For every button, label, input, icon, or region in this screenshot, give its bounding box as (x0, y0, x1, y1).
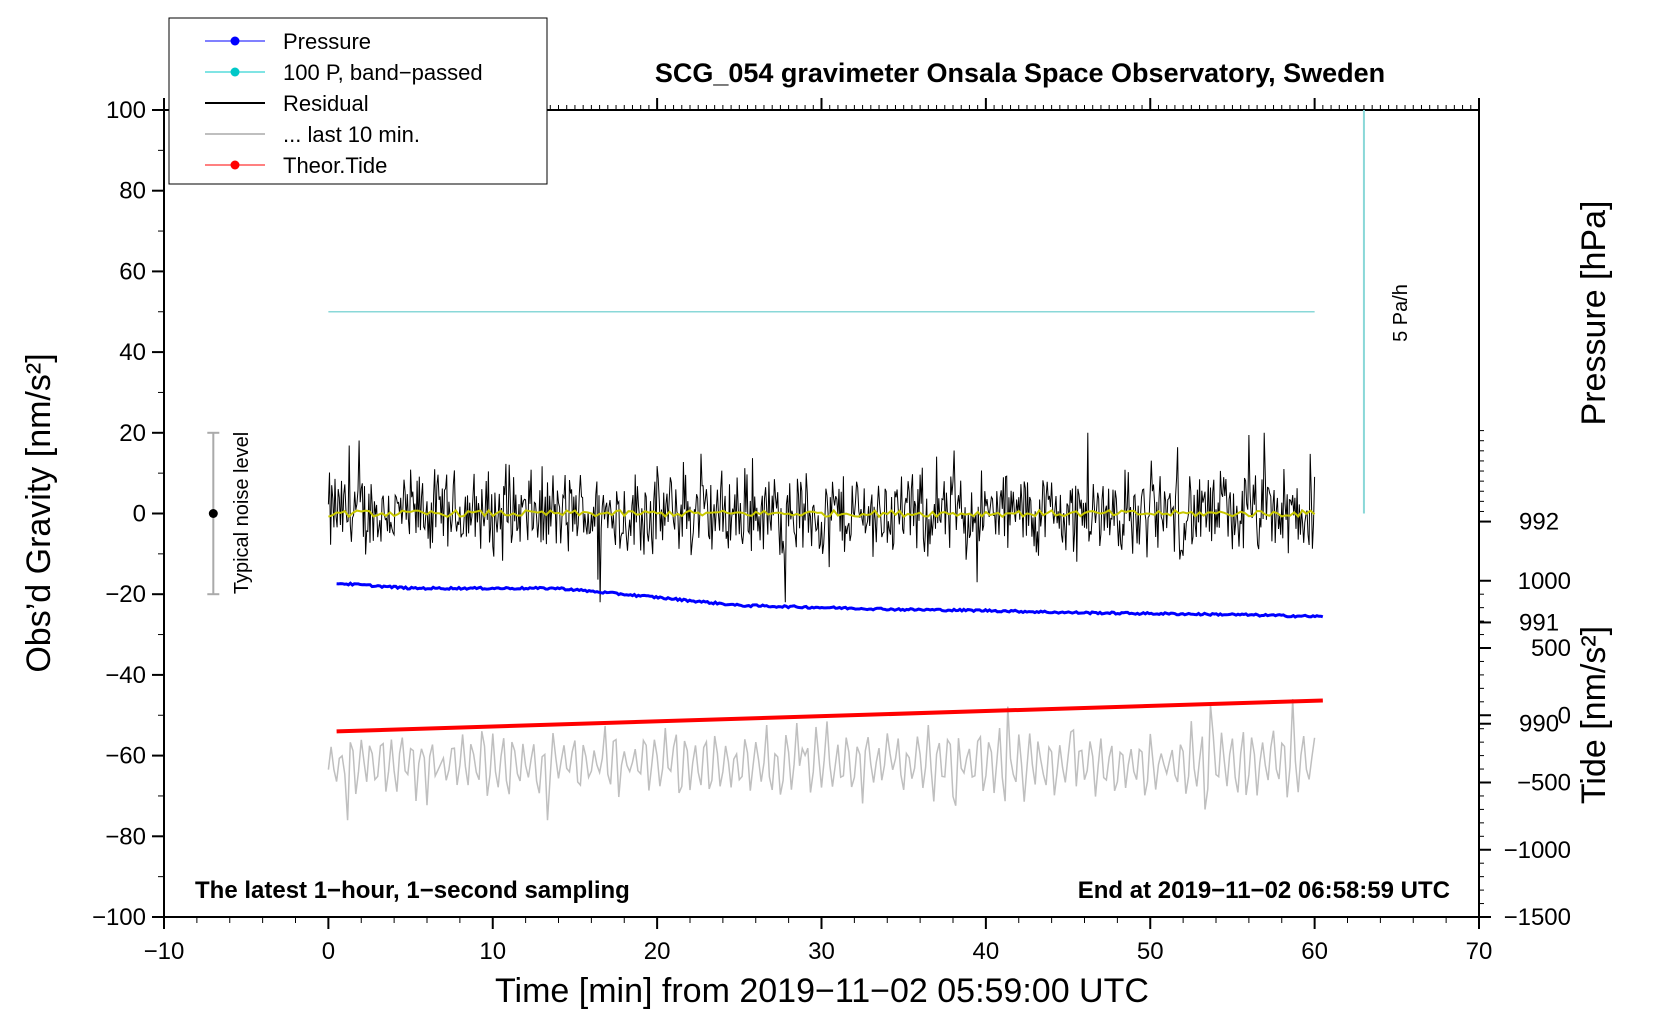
residual-line (327, 432, 1316, 603)
y-tick-label: 20 (119, 420, 146, 447)
tide-tick-label: −1500 (1504, 904, 1571, 931)
legend-swatch-marker (230, 67, 240, 77)
tide-tick-label: −1000 (1504, 837, 1571, 864)
x-tick-label: 40 (973, 938, 1000, 965)
series-layer (207, 110, 1365, 821)
y-axis-title-pressure: Pressure [hPa] (1575, 201, 1613, 426)
y-tick-label: 40 (119, 339, 146, 366)
legend-swatch-marker (230, 160, 240, 170)
tide-tick-label: −500 (1517, 770, 1571, 797)
pressure-tick-label: 990 (1519, 711, 1559, 738)
y-tick-label: −60 (105, 743, 146, 770)
smoothed-residual-line (328, 508, 1316, 519)
x-tick-label: 60 (1301, 938, 1328, 965)
tide-tick-label: 0 (1558, 702, 1571, 729)
x-tick-label: 70 (1466, 938, 1493, 965)
y-tick-label: −40 (105, 662, 146, 689)
tide-tick-label: 1000 (1518, 568, 1571, 595)
y-axis-title-tide: Tide [nm/s²] (1575, 626, 1613, 804)
x-tick-label: 30 (808, 938, 835, 965)
legend-box (168, 17, 548, 185)
legend: Pressure 100 P, band−passed Residual ... la… (168, 17, 548, 185)
y-tick-label: 100 (106, 97, 146, 124)
x-tick-label: 20 (644, 938, 671, 965)
pressure-line (336, 581, 1324, 619)
legend-label: Residual (283, 91, 369, 116)
y-axis-title-left: Obs’d Gravity [nm/s²] (20, 353, 58, 672)
x-tick-label: 0 (322, 938, 335, 965)
y-tick-label: −100 (92, 904, 146, 931)
y-tick-label: −20 (105, 581, 146, 608)
y-tick-label: −80 (105, 823, 146, 850)
legend-label: ... last 10 min. (283, 122, 420, 147)
last-10-min-line (327, 698, 1316, 821)
bottom-right-note: End at 2019−11−02 06:58:59 UTC (1078, 877, 1450, 904)
y-tick-label: 80 (119, 178, 146, 205)
y-tick-label: 0 (133, 501, 146, 528)
tide-tick-label: 500 (1531, 635, 1571, 662)
x-axis-title: Time [min] from 2019−11−02 05:59:00 UTC (495, 972, 1149, 1010)
legend-label: Pressure (283, 29, 371, 54)
pressure-tick-label: 992 (1519, 509, 1559, 536)
x-tick-label: −10 (144, 938, 185, 965)
legend-label: 100 P, band−passed (283, 60, 483, 85)
noise-level-label: Typical noise level (231, 432, 253, 594)
theoretical-tide-line (336, 698, 1323, 734)
rate-label: 5 Pa/h (1390, 284, 1412, 342)
bottom-left-note: The latest 1−hour, 1−second sampling (195, 877, 630, 904)
axis-ticks: −10 0 10 20 30 40 50 60 70−100−80−60−40−20020406… (92, 97, 1571, 965)
legend-label: Theor.Tide (283, 153, 387, 178)
x-tick-label: 50 (1137, 938, 1164, 965)
chart-title: SCG_054 gravimeter Onsala Space Observat… (655, 58, 1385, 88)
noise-bar-center-dot (208, 509, 218, 518)
pressure-tick-label: 991 (1519, 609, 1559, 636)
x-tick-label: 10 (479, 938, 506, 965)
y-tick-label: 60 (119, 258, 146, 285)
legend-swatch-marker (230, 36, 240, 46)
